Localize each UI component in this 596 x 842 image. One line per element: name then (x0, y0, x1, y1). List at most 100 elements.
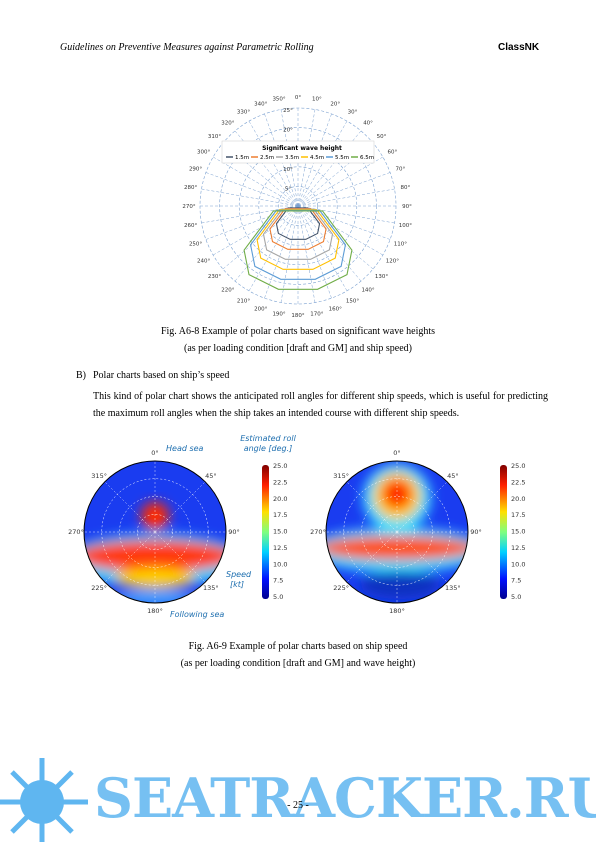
angle-label: 90° (228, 528, 240, 536)
colorbar-tick: 10.0 (273, 560, 287, 568)
polar-spoke (297, 205, 316, 303)
radial-label: 10° (283, 167, 293, 173)
colorbar-tick: 5.0 (273, 593, 283, 601)
polar-ring (278, 186, 318, 226)
polar-spoke (280, 109, 299, 207)
colorbar (262, 465, 269, 599)
polar-ring (119, 496, 191, 568)
colorbar-tick: 25.0 (511, 462, 525, 470)
colorbar-tick: 5.0 (511, 593, 521, 601)
angle-label: 70° (396, 167, 406, 173)
angle-label: 180° (291, 313, 304, 319)
polar-ring (325, 460, 469, 604)
polar-spoke (297, 205, 332, 299)
colorbar-title-line: angle [deg.] (244, 444, 293, 453)
polar-spoke (297, 205, 374, 270)
header-title: Guidelines on Preventive Measures agains… (60, 42, 314, 53)
angle-label: 110° (394, 241, 407, 247)
angle-label: 150° (346, 298, 359, 304)
legend-label: 4.5m (310, 155, 324, 161)
polar-ring (258, 166, 338, 246)
polar-spoke (297, 205, 362, 282)
polar-spoke (205, 172, 299, 207)
colorbar-tick: 7.5 (273, 577, 283, 585)
angle-label: 220° (221, 287, 234, 293)
speed-label-line: [kt] (230, 580, 244, 589)
radial-label: 20° (283, 128, 293, 134)
angle-label: 135° (445, 584, 461, 592)
fig2-caption: Fig. A6-9 Example of polar charts based … (188, 641, 408, 652)
watermark: SEATRACKER.RU (94, 766, 596, 830)
polar-spoke (297, 156, 383, 207)
angle-label: 60° (388, 150, 398, 156)
colorbar-title: Estimated roll angle [deg.] (240, 434, 296, 453)
colorbar-tick: 22.5 (511, 478, 525, 486)
colorbar-title-line: Estimated roll (240, 434, 296, 443)
polar-spoke (234, 205, 299, 282)
colorbar-tick: 12.5 (273, 544, 287, 552)
section-title: Polar charts based on ship’s speed (93, 370, 230, 381)
angle-label: 350° (272, 97, 285, 103)
angle-label: 270° (310, 528, 326, 536)
angle-label: 45° (447, 472, 459, 480)
angle-label: 90° (402, 204, 412, 210)
polar-spoke (264, 113, 299, 207)
angle-label: 80° (400, 185, 410, 191)
polar-spoke (297, 109, 316, 207)
colorbar-tick: 12.5 (511, 544, 525, 552)
colorbar-tick: 15.0 (511, 528, 525, 536)
polar-spoke (297, 113, 332, 207)
angle-label: 50° (377, 134, 387, 140)
angle-label: 180° (389, 607, 405, 615)
polar-ring (83, 460, 227, 604)
polar-spoke (222, 205, 299, 270)
speed-label-line: Speed (226, 570, 252, 579)
legend-label: 6.5m (360, 155, 374, 161)
angle-label: 100° (399, 223, 412, 229)
legend-label: 3.5m (285, 155, 299, 161)
angle-label: 320° (221, 121, 234, 127)
angle-label: 30° (348, 110, 358, 116)
polar-spoke (213, 156, 299, 207)
page-number: - 25 - (287, 800, 309, 811)
colorbar-tick: 10.0 (511, 560, 525, 568)
legend-box (221, 140, 375, 164)
polar-spoke (297, 188, 395, 207)
polar-ring (219, 127, 377, 285)
angle-label: 315° (333, 472, 349, 480)
polar-spoke (297, 172, 391, 207)
header-brand: ClassNK (498, 42, 540, 53)
angle-label: 240° (197, 259, 210, 265)
angle-label: 130° (375, 274, 388, 280)
angle-label: 0° (393, 449, 400, 457)
polar-spoke (297, 205, 348, 291)
polar-spoke (297, 121, 348, 207)
angle-label: 45° (205, 472, 217, 480)
speed-label: Speed [kt] (226, 570, 252, 589)
angle-label: 200° (254, 306, 267, 312)
wave-height-curve (256, 209, 340, 270)
polar-spoke (201, 188, 299, 207)
colorbar-tick: 20.0 (511, 495, 525, 503)
angle-label: 120° (386, 259, 399, 265)
angle-label: 260° (184, 223, 197, 229)
angle-label: 330° (237, 110, 250, 116)
fig2-caption: (as per loading condition [draft and GM]… (180, 658, 416, 669)
angle-label: 290° (189, 167, 202, 173)
angle-label: 135° (203, 584, 219, 592)
angle-label: 225° (91, 584, 107, 592)
angle-label: 250° (189, 241, 202, 247)
watermark-logo (0, 758, 88, 842)
radial-label: 25° (283, 108, 293, 114)
angle-label: 315° (91, 472, 107, 480)
colorbar-tick: 17.5 (273, 511, 287, 519)
colorbar-tick: 22.5 (273, 478, 287, 486)
polar-spoke (248, 121, 299, 207)
colorbar-tick: 17.5 (511, 511, 525, 519)
angle-label: 40° (363, 121, 373, 127)
polar-spoke (280, 205, 299, 303)
legend-label: 5.5m (335, 155, 349, 161)
wave-height-curve (243, 210, 353, 290)
angle-label: 310° (208, 134, 221, 140)
